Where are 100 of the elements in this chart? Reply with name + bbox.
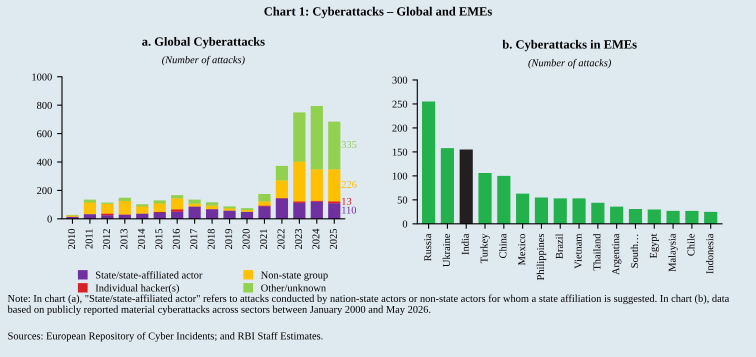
y-tick-label: 100 xyxy=(392,172,408,180)
x-tick-label: Egypt xyxy=(650,234,659,258)
data-label: 226 xyxy=(342,180,357,188)
bar xyxy=(223,210,236,219)
y-tick-label: 50 xyxy=(398,196,408,204)
bar xyxy=(258,201,271,206)
bar xyxy=(118,200,131,214)
bar xyxy=(310,106,323,170)
legend-label: State/state-affiliated actor xyxy=(96,271,202,279)
x-tick-label: 2022 xyxy=(277,229,285,249)
x-tick-label: 2016 xyxy=(172,228,180,249)
y-tick-label: 200 xyxy=(37,187,52,194)
x-tick-label: Ukraine xyxy=(442,234,450,267)
x-tick-label: 2010 xyxy=(68,228,76,249)
y-tick-label: 800 xyxy=(37,102,52,109)
x-tick-label: Mexico xyxy=(518,234,526,266)
bar xyxy=(154,200,166,204)
x-tick-label: India xyxy=(461,234,469,255)
y-tick-label: 200 xyxy=(392,124,408,132)
bar xyxy=(206,206,218,210)
bar xyxy=(171,195,184,198)
bar xyxy=(685,210,698,224)
bar xyxy=(628,208,642,224)
data-label: 335 xyxy=(342,141,356,148)
x-tick-label: Chile xyxy=(687,234,694,256)
y-tick-label: 600 xyxy=(37,130,52,138)
x-tick-label: Thailand xyxy=(593,234,600,270)
bar xyxy=(136,214,148,219)
y-tick-label: 250 xyxy=(392,100,408,108)
bar xyxy=(572,198,586,224)
bar xyxy=(516,194,530,224)
x-tick-label: Argentina xyxy=(612,234,622,275)
bar xyxy=(422,102,436,224)
chart-title: a. Global Cyberattacks xyxy=(142,36,265,48)
x-tick-label: 2025 xyxy=(330,228,337,249)
x-tick-label: 2018 xyxy=(208,228,215,249)
chart-subtitle: (Number of attacks) xyxy=(528,58,611,68)
bar xyxy=(84,202,96,214)
bar xyxy=(154,203,166,212)
bar xyxy=(478,173,492,224)
bar xyxy=(276,166,288,180)
source-note: Sources: European Repository of Cyber Incidents; and RBI Staff Estimates. xyxy=(8,332,323,342)
x-tick-label: 2021 xyxy=(260,229,268,249)
bar xyxy=(188,206,201,219)
text: Note: In chart (a), "State/state-affiliated actor" refers to attacks conducted by nation-state actors or non-state actors for whom a state affiliation is suggested. In chart (b), data based on publicly reported material cyberattacks across sectors between January 2000 and May 2026. xyxy=(8,294,730,316)
bar xyxy=(293,112,306,162)
x-tick-label: Malaysia xyxy=(668,234,678,272)
x-tick-label: 2013 xyxy=(120,228,128,249)
bar xyxy=(310,169,323,201)
bar xyxy=(328,169,340,202)
y-tick-label: 300 xyxy=(392,76,408,84)
bar xyxy=(118,214,131,219)
bar xyxy=(554,198,567,224)
bar xyxy=(534,197,548,224)
x-tick-label: 2023 xyxy=(294,228,302,249)
y-tick-label: 400 xyxy=(36,158,52,166)
bar xyxy=(223,208,236,211)
bar xyxy=(666,210,680,224)
bar xyxy=(497,176,510,224)
bar xyxy=(591,202,604,224)
x-tick-label: 2012 xyxy=(102,229,110,249)
x-tick-label: South… xyxy=(630,234,638,268)
chart-title: b. Cyberattacks in EMEs xyxy=(502,40,637,52)
x-tick-label: 2020 xyxy=(242,228,250,249)
y-tick-label: 1000 xyxy=(32,73,52,80)
bar xyxy=(171,212,184,219)
bar xyxy=(328,122,340,170)
data-label: 13 xyxy=(342,198,352,205)
bar xyxy=(118,198,131,201)
bar xyxy=(206,209,218,219)
bar xyxy=(188,200,201,204)
x-tick-label: Philippines xyxy=(536,234,546,280)
bar xyxy=(276,180,288,198)
bar xyxy=(440,148,454,224)
x-tick-label: 2011 xyxy=(85,229,93,249)
bar xyxy=(293,202,306,219)
bar xyxy=(258,194,271,202)
bar xyxy=(136,206,148,214)
legend-label: Individual hacker(s) xyxy=(96,284,179,294)
x-tick-label: 2024 xyxy=(312,228,320,249)
legend-label: Other/unknown xyxy=(261,284,326,292)
bar xyxy=(84,214,96,219)
bar xyxy=(154,212,166,219)
bar xyxy=(240,212,254,219)
x-tick-label: 2014 xyxy=(138,228,145,249)
chart-subtitle: (Number of attacks) xyxy=(162,56,245,66)
caption: Chart 1: Cyberattacks – Global and EMEs xyxy=(264,6,492,18)
bar xyxy=(276,198,288,219)
bar xyxy=(293,162,306,202)
bar xyxy=(206,202,218,206)
x-tick-label: 2017 xyxy=(190,228,198,249)
x-tick-label: 2019 xyxy=(225,228,232,249)
data-label: 110 xyxy=(342,206,356,214)
bar xyxy=(171,198,184,210)
y-tick-label: 0 xyxy=(47,216,52,223)
x-tick-label: Brazil xyxy=(556,234,563,259)
x-tick-label: Turkey xyxy=(480,234,490,264)
y-tick-label: 150 xyxy=(392,148,408,156)
bar xyxy=(188,204,201,206)
bar xyxy=(610,206,624,224)
